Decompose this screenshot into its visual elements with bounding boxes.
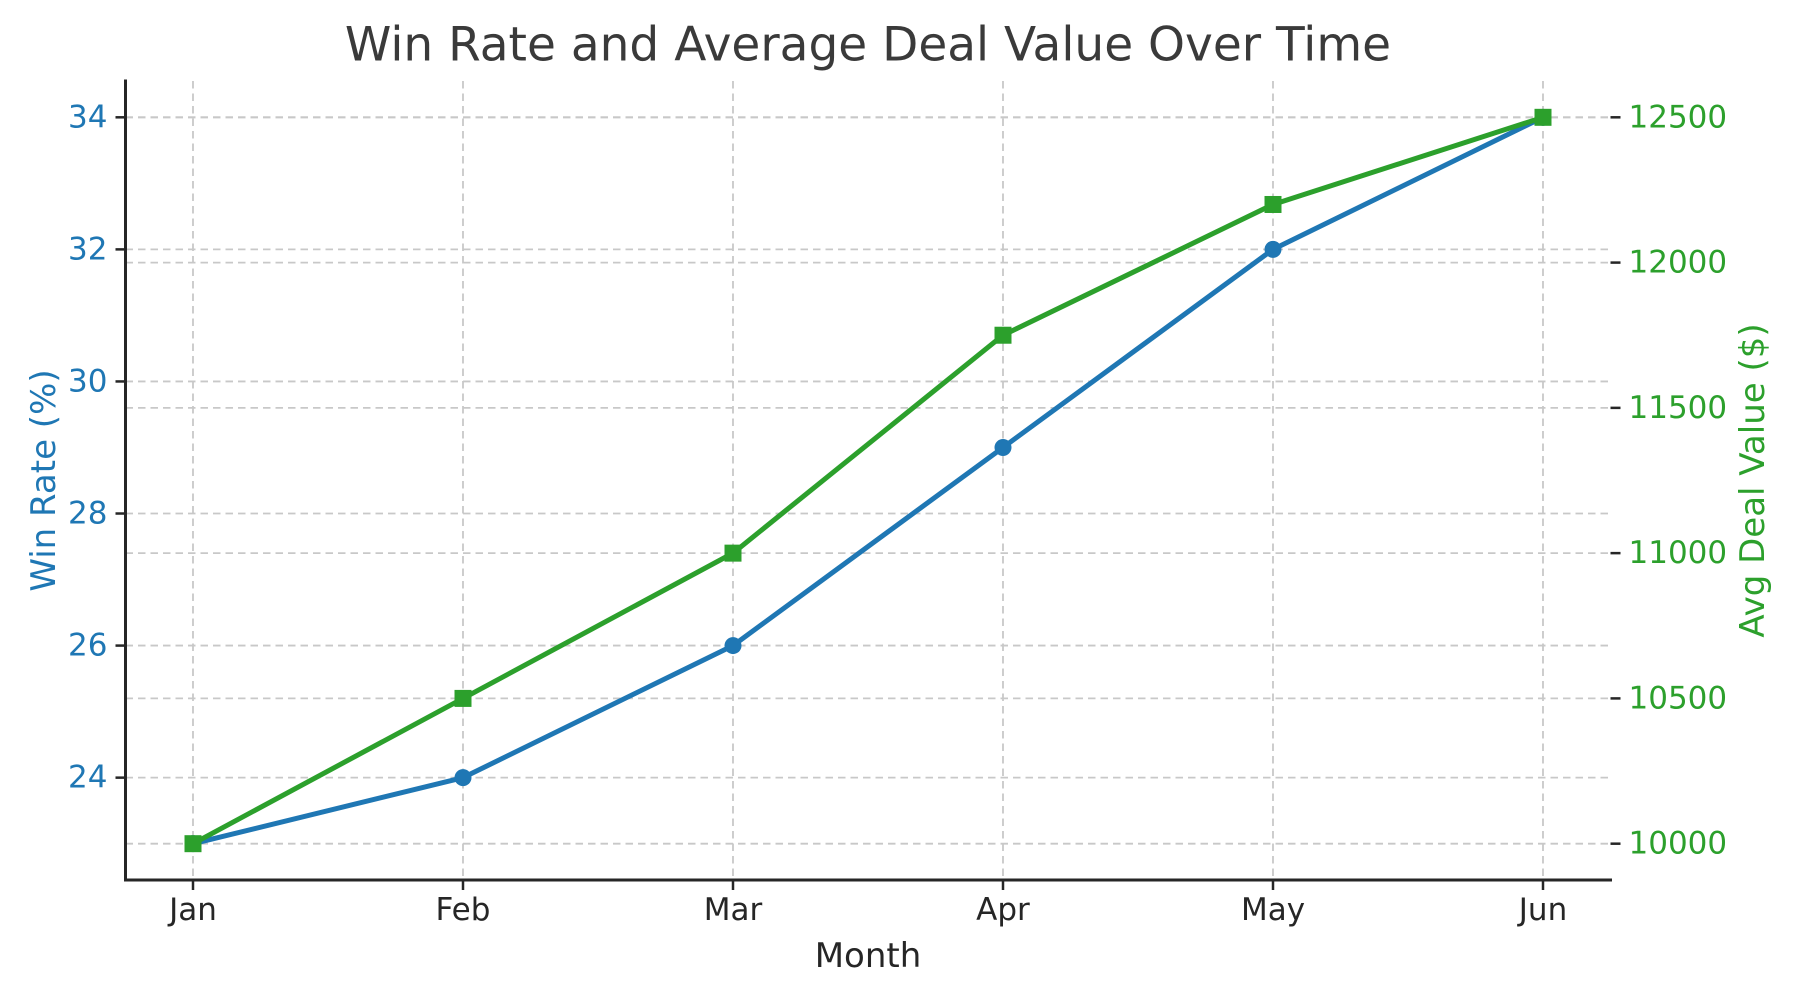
left-tick-label-32: 32 <box>68 231 107 267</box>
left-tick-label-24: 24 <box>68 760 107 796</box>
data-point-win-rate-may <box>1264 240 1282 258</box>
data-point-win-rate-feb <box>454 769 472 787</box>
right-tick-label-10500: 10500 <box>1629 680 1728 716</box>
left-tick-label-34: 34 <box>68 99 107 135</box>
right-tick-label-12500: 12500 <box>1629 99 1728 135</box>
data-point-avg-deal-value-feb <box>454 689 472 707</box>
data-point-win-rate-mar <box>724 637 742 655</box>
right-tick-label-11000: 11000 <box>1629 535 1728 571</box>
data-point-avg-deal-value-jan <box>184 835 202 853</box>
right-tick-label-12000: 12000 <box>1629 245 1728 281</box>
x-tick-label-may: May <box>1241 892 1305 928</box>
x-axis-label: Month <box>815 936 922 976</box>
x-tick-label-apr: Apr <box>976 892 1030 928</box>
data-point-avg-deal-value-apr <box>994 326 1012 344</box>
chart-title: Win Rate and Average Deal Value Over Tim… <box>345 18 1391 73</box>
left-axis-label: Win Rate (%) <box>24 369 64 591</box>
right-tick-label-11500: 11500 <box>1629 390 1728 426</box>
x-tick-label-feb: Feb <box>436 892 491 928</box>
data-point-avg-deal-value-mar <box>724 544 742 562</box>
data-point-avg-deal-value-may <box>1264 195 1282 213</box>
left-tick-label-30: 30 <box>68 363 107 399</box>
series-line-avg-deal-value <box>190 114 1546 847</box>
right-axis-label: Avg Deal Value ($) <box>1733 323 1773 637</box>
x-tick-label-jun: Jun <box>1517 892 1567 928</box>
left-tick-label-26: 26 <box>68 628 107 664</box>
x-tick-label-jan: Jan <box>167 892 217 928</box>
series-line-win-rate <box>190 114 1546 847</box>
data-point-win-rate-apr <box>994 438 1012 456</box>
right-tick-label-10000: 10000 <box>1629 826 1728 862</box>
data-point-avg-deal-value-jun <box>1534 108 1552 126</box>
x-tick-label-mar: Mar <box>704 892 763 928</box>
left-tick-label-28: 28 <box>68 496 107 532</box>
